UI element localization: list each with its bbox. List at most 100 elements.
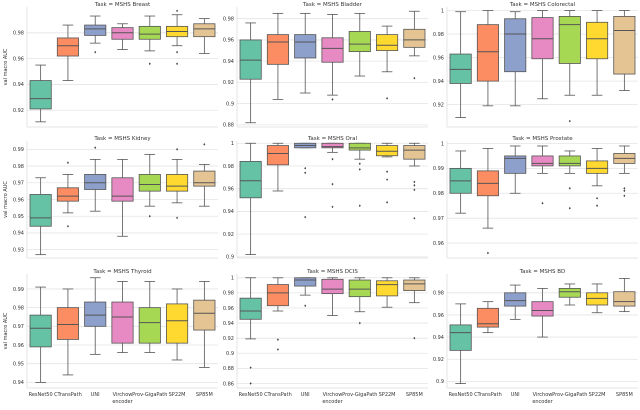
y-tick-label: 0.99 (13, 147, 24, 153)
outlier-point (596, 204, 599, 208)
box-iqr (56, 37, 79, 57)
outlier-point (176, 9, 179, 13)
y-tick-label: 0.98 (223, 164, 234, 170)
box-iqr (321, 278, 344, 295)
box-uni (294, 12, 317, 94)
y-tick-label: 0.94 (223, 209, 234, 215)
y-tick-label: 0.9 (226, 351, 234, 357)
box-iqr (138, 307, 161, 344)
box-virchow (531, 287, 554, 338)
outlier-point (413, 180, 416, 184)
box-virchow (111, 23, 134, 50)
box-ctranspath (56, 161, 79, 228)
box-sp22m (376, 142, 399, 204)
outlier-point (331, 182, 334, 186)
box-sp22m (586, 283, 609, 314)
x-tick-label: Prov-GigaPath (552, 392, 587, 398)
x-tick-label: SP22M (589, 392, 606, 398)
box-virchow (111, 281, 134, 353)
box-prov-gigapath (558, 283, 581, 306)
box-resnet50 (239, 277, 262, 385)
y-tick-label: 0.97 (13, 181, 24, 187)
y-tick-label: 0.96 (13, 343, 24, 349)
box-iqr (84, 174, 107, 190)
box-iqr (239, 161, 262, 199)
box-resnet50 (29, 64, 52, 123)
box-resnet50 (449, 11, 472, 118)
box-sp85m (613, 10, 636, 91)
box-resnet50 (449, 303, 472, 384)
panel: Task = MSHS Bladder 0.88 0.9 0.92 0.94 0.96 0.… (223, 2, 428, 129)
y-tick-label: 0.96 (223, 306, 234, 312)
panel-title: Task = MSHS Breast (94, 2, 151, 8)
y-tick-label: 0.98 (13, 31, 24, 37)
box-iqr (558, 16, 581, 64)
box-sp85m (193, 18, 216, 54)
box-uni (84, 277, 107, 355)
y-tick-label: 0.94 (13, 231, 24, 237)
y-tick-label: 0.98 (13, 164, 24, 170)
y-tick-label: 0.96 (13, 197, 24, 203)
box-ctranspath (56, 24, 79, 81)
x-tick-label: SP22M (379, 392, 396, 398)
outlier-point (568, 186, 571, 190)
box-iqr (239, 39, 262, 80)
outlier-point (176, 62, 179, 66)
outlier-point (176, 148, 179, 151)
x-tick-label: ResNet50 (449, 392, 473, 398)
outlier-point (568, 119, 571, 123)
y-tick-label: 0.94 (223, 59, 234, 65)
box-sp85m (613, 278, 636, 313)
x-axis-label: encoder (532, 399, 553, 405)
y-axis-label: val macro AUC (3, 48, 9, 85)
box-iqr (558, 155, 581, 167)
box-resnet50 (29, 286, 52, 383)
box-prov-gigapath (348, 12, 371, 77)
box-sp85m (613, 145, 636, 198)
box-prov-gigapath (348, 277, 371, 325)
x-tick-label: SP22M (169, 392, 186, 398)
box-iqr (403, 28, 426, 48)
outlier-point (148, 62, 151, 66)
box-iqr (294, 277, 317, 287)
y-tick-label: 0.88 (223, 123, 234, 129)
box-uni (294, 277, 317, 308)
box-sp22m (376, 277, 399, 308)
box-sp22m (376, 25, 399, 100)
box-iqr (266, 34, 289, 65)
box-ctranspath (476, 148, 499, 255)
y-tick-label: 0.98 (433, 32, 444, 38)
y-tick-label: 1 (231, 276, 234, 282)
box-sp85m (403, 142, 426, 220)
y-tick-label: 0.96 (433, 241, 444, 247)
y-tick-label: 0.92 (223, 80, 234, 86)
y-tick-label: 0.92 (433, 102, 444, 108)
box-iqr (504, 155, 527, 174)
box-prov-gigapath (558, 10, 581, 123)
box-iqr (476, 24, 499, 82)
y-tick-label: 0.96 (13, 56, 24, 62)
box-iqr (613, 16, 636, 75)
box-resnet50 (29, 177, 52, 256)
box-prov-gigapath (138, 281, 161, 353)
outlier-point (623, 186, 626, 190)
outlier-point (386, 97, 389, 100)
y-tick-label: 0.86 (223, 381, 234, 387)
outlier-point (304, 304, 307, 308)
box-iqr (111, 177, 134, 202)
outlier-point (413, 184, 416, 187)
box-iqr (449, 324, 472, 351)
box-iqr (586, 21, 609, 60)
panel-title: Task = MSHS Bladder (302, 2, 363, 8)
y-tick-label: 0.96 (223, 187, 234, 193)
panel: Task = MSHS Prostate 0.96 0.97 0.98 0.99 1 (433, 136, 638, 259)
x-tick-label: Virchow (113, 392, 133, 398)
outlier-point (486, 251, 489, 255)
panel: Task = MSHS Thyroid 0.94 0.95 0.96 0.97 0.98 0… (3, 269, 218, 405)
box-uni (504, 284, 527, 320)
y-tick-label: 0.94 (13, 82, 24, 88)
box-iqr (166, 303, 189, 344)
x-tick-label: SP85M (196, 392, 213, 398)
outlier-point (541, 201, 544, 205)
y-axis-label: val macro AUC (3, 312, 9, 349)
